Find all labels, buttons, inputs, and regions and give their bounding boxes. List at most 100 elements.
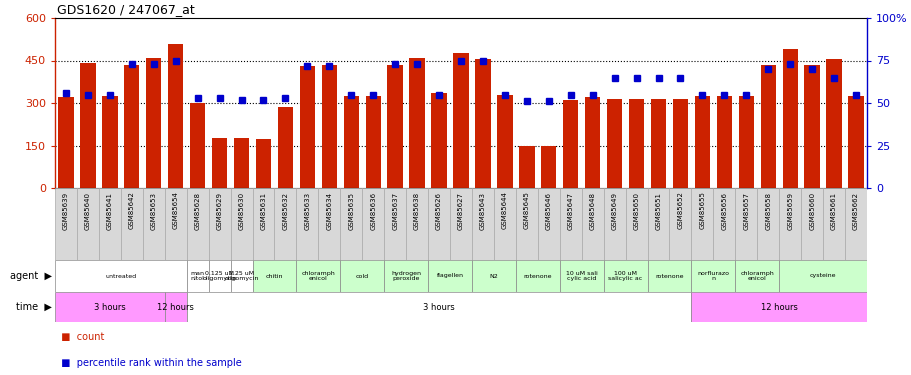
Text: 100 uM
salicylic ac: 100 uM salicylic ac: [608, 271, 642, 281]
Bar: [472, 188, 494, 260]
Text: rotenone: rotenone: [523, 273, 551, 279]
Bar: [518, 146, 534, 188]
Text: norflurazo
n: norflurazo n: [697, 271, 729, 281]
Text: chloramph
enicol: chloramph enicol: [302, 271, 335, 281]
Bar: [252, 188, 274, 260]
Bar: [189, 103, 205, 188]
Bar: [475, 59, 490, 188]
Bar: [516, 260, 559, 292]
Bar: [584, 98, 599, 188]
Text: GSM85639: GSM85639: [63, 192, 69, 230]
Bar: [427, 260, 472, 292]
Bar: [296, 188, 318, 260]
Bar: [537, 188, 559, 260]
Text: GSM85634: GSM85634: [326, 192, 332, 230]
Text: GSM85657: GSM85657: [742, 192, 749, 230]
Bar: [58, 98, 74, 188]
Text: chitin: chitin: [265, 273, 283, 279]
Bar: [603, 260, 647, 292]
Bar: [825, 59, 841, 188]
Text: GSM85631: GSM85631: [261, 192, 266, 230]
Bar: [672, 99, 688, 188]
Bar: [691, 260, 734, 292]
Bar: [165, 188, 187, 260]
Bar: [187, 292, 691, 322]
Bar: [823, 188, 844, 260]
Bar: [77, 188, 98, 260]
Text: GSM85629: GSM85629: [216, 192, 222, 230]
Bar: [453, 53, 468, 188]
Text: GSM85645: GSM85645: [523, 192, 529, 230]
Bar: [278, 107, 292, 188]
Bar: [844, 188, 866, 260]
Text: cysteine: cysteine: [809, 273, 835, 279]
Bar: [804, 65, 819, 188]
Bar: [165, 292, 187, 322]
Bar: [716, 96, 732, 188]
Bar: [230, 260, 252, 292]
Text: GSM85650: GSM85650: [633, 192, 639, 230]
Bar: [847, 96, 863, 188]
Text: GSM85656: GSM85656: [721, 192, 727, 230]
Bar: [143, 188, 165, 260]
Bar: [691, 188, 712, 260]
Bar: [120, 188, 143, 260]
Bar: [146, 58, 161, 188]
Bar: [124, 65, 139, 188]
Text: GSM85648: GSM85648: [589, 192, 595, 230]
Bar: [409, 58, 425, 188]
Text: 3 hours: 3 hours: [423, 303, 455, 312]
Bar: [734, 188, 756, 260]
Bar: [756, 188, 778, 260]
Bar: [647, 260, 691, 292]
Text: GSM85626: GSM85626: [435, 192, 442, 230]
Text: GSM85635: GSM85635: [348, 192, 353, 230]
Text: GSM85649: GSM85649: [611, 192, 617, 230]
Text: rotenone: rotenone: [654, 273, 683, 279]
Text: 3 hours: 3 hours: [94, 303, 126, 312]
Text: GSM85660: GSM85660: [808, 192, 814, 230]
Bar: [472, 260, 516, 292]
Text: GSM85653: GSM85653: [150, 192, 157, 230]
Bar: [80, 63, 96, 188]
Text: time  ▶: time ▶: [16, 302, 52, 312]
Text: 1.25 uM
oligomycin: 1.25 uM oligomycin: [224, 271, 259, 281]
Text: GDS1620 / 247067_at: GDS1620 / 247067_at: [56, 3, 195, 16]
Bar: [340, 260, 384, 292]
Bar: [405, 188, 427, 260]
Text: GSM85659: GSM85659: [786, 192, 793, 230]
Text: flagellen: flagellen: [436, 273, 463, 279]
Bar: [760, 65, 775, 188]
Text: GSM85654: GSM85654: [172, 192, 179, 230]
Bar: [168, 44, 183, 188]
Bar: [230, 188, 252, 260]
Text: GSM85661: GSM85661: [830, 192, 836, 230]
Text: GSM85643: GSM85643: [479, 192, 486, 230]
Bar: [55, 188, 77, 260]
Text: GSM85637: GSM85637: [392, 192, 398, 230]
Bar: [782, 49, 797, 188]
Bar: [625, 188, 647, 260]
Bar: [252, 260, 296, 292]
Bar: [102, 96, 118, 188]
Bar: [603, 188, 625, 260]
Text: GSM85658: GSM85658: [764, 192, 771, 230]
Bar: [449, 188, 472, 260]
Bar: [431, 93, 446, 188]
Bar: [211, 138, 227, 188]
Bar: [516, 188, 537, 260]
Text: cold: cold: [355, 273, 368, 279]
Text: GSM85641: GSM85641: [107, 192, 113, 230]
Text: 12 hours: 12 hours: [157, 303, 194, 312]
Bar: [581, 188, 603, 260]
Text: GSM85647: GSM85647: [568, 192, 573, 230]
Text: GSM85628: GSM85628: [194, 192, 200, 230]
Text: hydrogen
peroxide: hydrogen peroxide: [391, 271, 421, 281]
Bar: [427, 188, 449, 260]
Bar: [343, 96, 359, 188]
Text: GSM85652: GSM85652: [677, 192, 682, 230]
Bar: [322, 65, 337, 188]
Text: GSM85662: GSM85662: [852, 192, 858, 230]
Bar: [629, 99, 643, 188]
Text: GSM85644: GSM85644: [501, 192, 507, 230]
